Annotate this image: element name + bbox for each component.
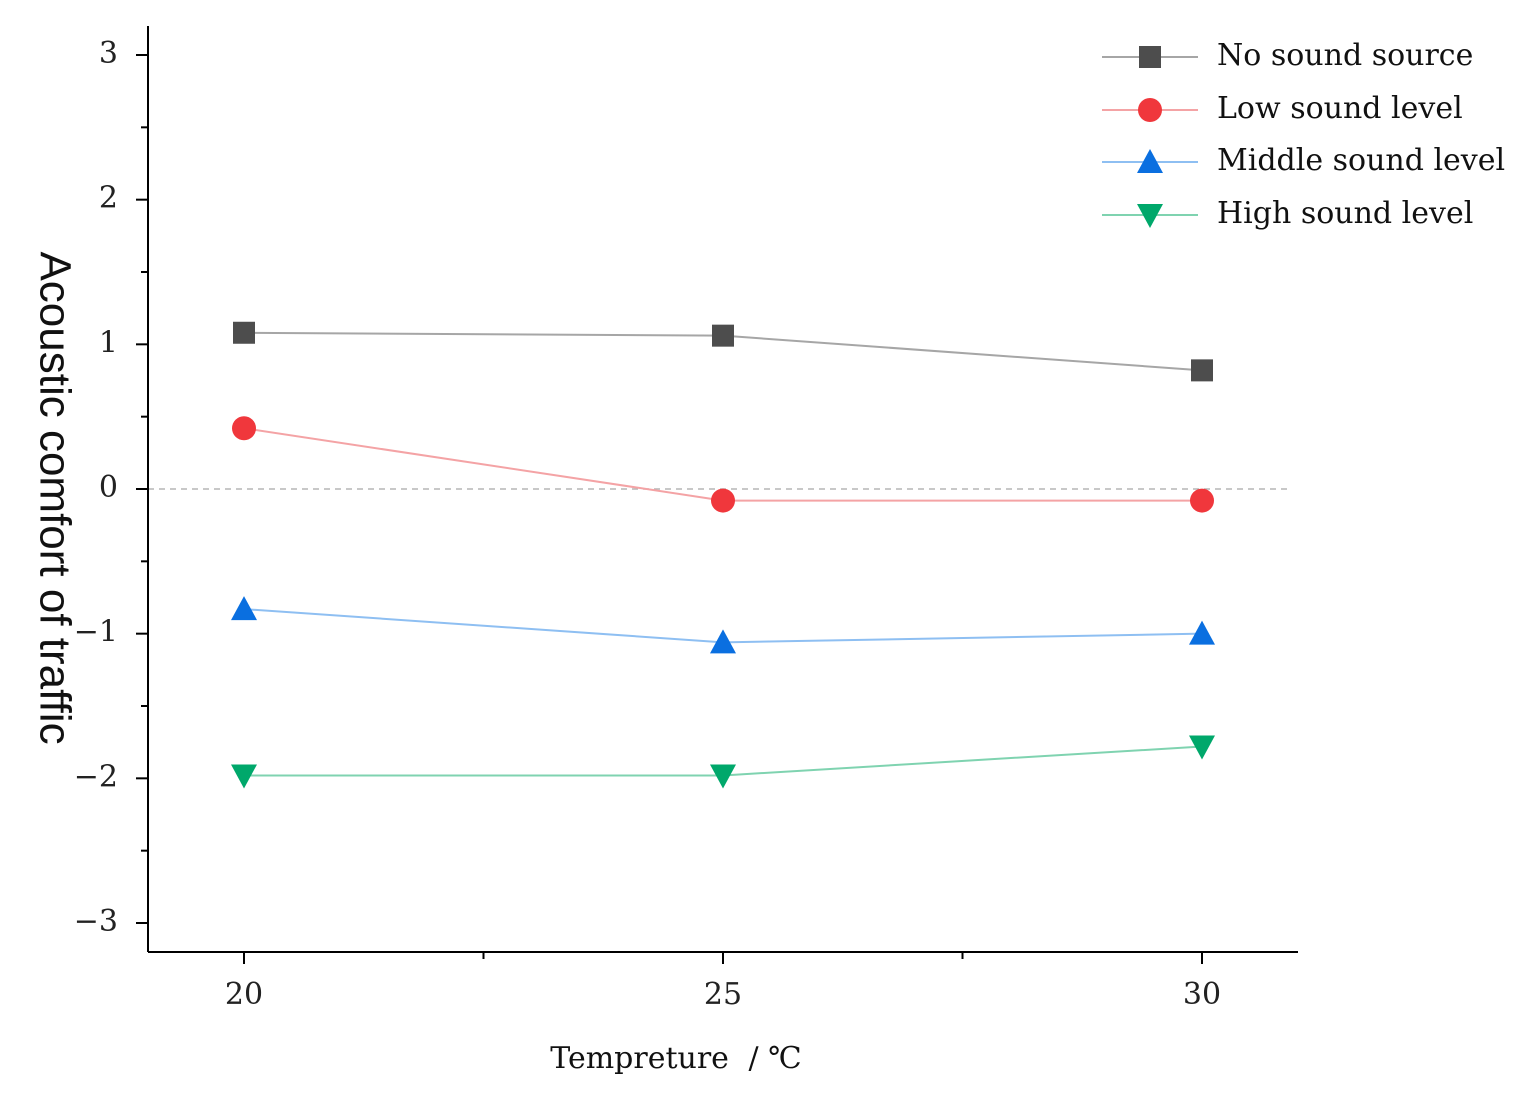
data-point — [1190, 488, 1214, 513]
y-tick-label: −3 — [74, 904, 118, 939]
x-axis-label-separator: / — [748, 1041, 759, 1076]
data-point — [710, 764, 736, 789]
y-tick-label: 1 — [99, 325, 118, 360]
series-low-sound-level — [232, 416, 1214, 513]
legend-label: No sound source — [1217, 38, 1473, 73]
x-axis-label-text: Tempreture — [550, 1041, 729, 1076]
x-axis-label: Tempreture / ℃ — [550, 1041, 801, 1076]
data-point — [1191, 359, 1213, 382]
axes: 3 2 1 0 −1 −2 −3 20 25 30 — [74, 26, 1298, 1012]
x-tick-label: 20 — [225, 977, 263, 1012]
data-point — [231, 596, 257, 621]
data-point — [231, 764, 257, 789]
legend: No sound source Low sound level Middle sou… — [1102, 38, 1505, 231]
series-middle-sound-level — [231, 596, 1215, 654]
data-point — [710, 629, 736, 654]
y-tick-label: 3 — [99, 36, 118, 71]
x-tick-label: 25 — [704, 977, 742, 1012]
data-point — [711, 488, 735, 513]
y-tick-label: 2 — [99, 181, 118, 216]
legend-item: Middle sound level — [1102, 143, 1505, 178]
legend-marker — [1137, 204, 1163, 228]
legend-label: Low sound level — [1217, 91, 1463, 126]
series-high-sound-level — [231, 735, 1215, 789]
series-no-sound-source — [233, 321, 1213, 382]
y-tick-label: 0 — [99, 470, 118, 505]
legend-label: Middle sound level — [1217, 143, 1505, 178]
legend-label: High sound level — [1217, 196, 1473, 231]
plot-area — [148, 321, 1292, 789]
y-tick-label: −1 — [74, 615, 118, 650]
x-tick-label: 30 — [1183, 977, 1221, 1012]
legend-item: No sound source — [1102, 38, 1473, 73]
legend-marker — [1137, 149, 1163, 173]
legend-marker — [1139, 46, 1161, 68]
data-point — [1189, 620, 1215, 645]
data-point — [1189, 735, 1215, 760]
x-axis-label-unit: ℃ — [768, 1041, 802, 1076]
data-point — [232, 416, 256, 441]
y-tick-label: −2 — [74, 759, 118, 794]
data-point — [712, 324, 734, 347]
legend-item: High sound level — [1102, 196, 1473, 231]
legend-marker — [1138, 98, 1162, 122]
legend-item: Low sound level — [1102, 91, 1463, 126]
data-point — [233, 321, 255, 344]
y-axis-label: Acoustic comfort of traffic — [30, 251, 79, 744]
